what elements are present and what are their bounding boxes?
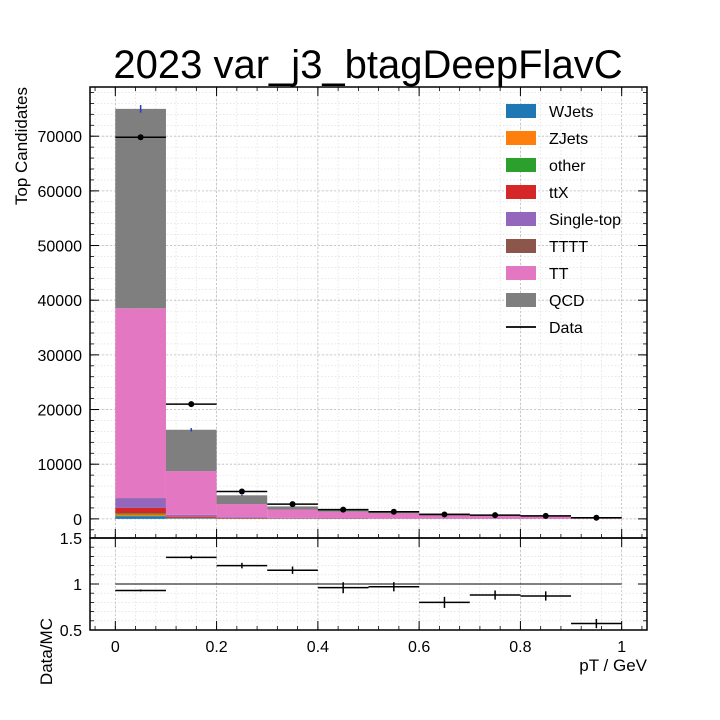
legend-item: WJets [506,104,593,121]
legend-label: TTTT [549,239,588,256]
y-tick-label: 20000 [38,403,83,420]
main-grid [90,87,647,538]
ratio-axes: 0.5 1 1.5 0 0.2 0.4 0.6 0.8 1 [60,531,648,656]
legend-item: Single-top [506,212,621,229]
ratio-y-tick-label: 1.5 [60,531,82,548]
ratio-y-axis-label: Data/MC [37,618,56,685]
data-point [390,508,397,515]
stacked-bars [115,108,622,519]
histogram-bar [115,514,166,517]
histogram-bar [216,504,268,518]
legend-item: ttX [506,185,569,202]
histogram-bar [368,513,420,519]
legend-label: QCD [549,293,585,310]
legend-item: TTTT [506,239,588,256]
data-point [289,501,296,508]
y-tick-label: 10000 [38,457,83,474]
histogram-bar [267,506,318,510]
x-axis-label: pT / GeV [579,656,647,675]
x-tick-label: 0.4 [307,639,329,656]
histogram-bar [115,516,166,519]
ratio-points [115,555,622,629]
histogram-bar [317,511,369,519]
ratio-y-tick-label: 0.5 [60,623,82,640]
legend: WJetsZJetsotherttXSingle-topTTTTTTQCDDat… [506,104,621,337]
x-tick-label: 1 [617,639,626,656]
y-tick-label: 40000 [38,293,83,310]
y-tick-label: 30000 [38,348,83,365]
data-point [441,511,448,518]
y-axis-label: Top Candidates [12,87,31,205]
histogram-bar [165,429,217,472]
legend-label: Data [549,320,583,337]
series-tt [115,308,622,519]
ratio-y-tick-label: 1 [73,577,82,594]
histogram-bar [267,509,318,518]
legend-swatch [506,185,536,199]
legend-label: Single-top [549,212,621,229]
legend-label: ZJets [549,131,588,148]
legend-swatch [506,212,536,226]
legend-label: ttX [549,185,569,202]
histogram-bar [165,514,217,517]
legend-label: WJets [549,104,593,121]
x-tick-label: 0.8 [509,639,531,656]
legend-swatch [506,239,536,253]
chart-title: 2023 var_j3_btagDeepFlavC [113,43,622,87]
x-tick-label: 0.2 [205,639,227,656]
legend-item: ZJets [506,131,588,148]
y-tick-label: 50000 [38,239,83,256]
histogram-bar [115,108,166,309]
series-qcd [115,108,622,518]
data-point [238,488,245,495]
legend-swatch [506,104,536,118]
data-point [593,514,600,521]
legend-item: other [506,158,586,175]
legend-swatch [506,131,536,145]
data-point [340,506,347,513]
ratio-panel: 0.5 1 1.5 0 0.2 0.4 0.6 0.8 1 [60,531,648,656]
histogram-bar [165,471,217,515]
histogram-bar [267,517,318,519]
histogram-bar [115,507,166,514]
x-tick-label: 0.6 [408,639,430,656]
legend-item: QCD [506,293,585,310]
histogram-bar [216,517,268,519]
y-tick-label: 70000 [38,129,83,146]
legend-swatch [506,293,536,307]
legend-label: TT [549,266,569,283]
data-point [137,134,144,141]
legend-item: Data [506,320,583,337]
legend-swatch [506,266,536,280]
main-panel: 0 10000 20000 30000 40000 50000 60000 70000 [38,86,648,539]
legend-swatch [506,158,536,172]
x-tick-label: 0 [111,639,120,656]
histogram-bar [115,498,166,508]
data-point [188,401,195,408]
data-points [115,134,622,521]
data-point [542,512,549,519]
histogram-bar [216,495,268,505]
data-point [492,512,499,519]
histogram-bar [165,516,217,518]
histogram-bar [115,513,166,515]
histogram-bar [115,308,166,498]
legend-label: other [549,158,586,175]
legend-item: TT [506,266,569,283]
y-tick-label: 0 [73,512,82,529]
y-tick-label: 60000 [38,184,83,201]
